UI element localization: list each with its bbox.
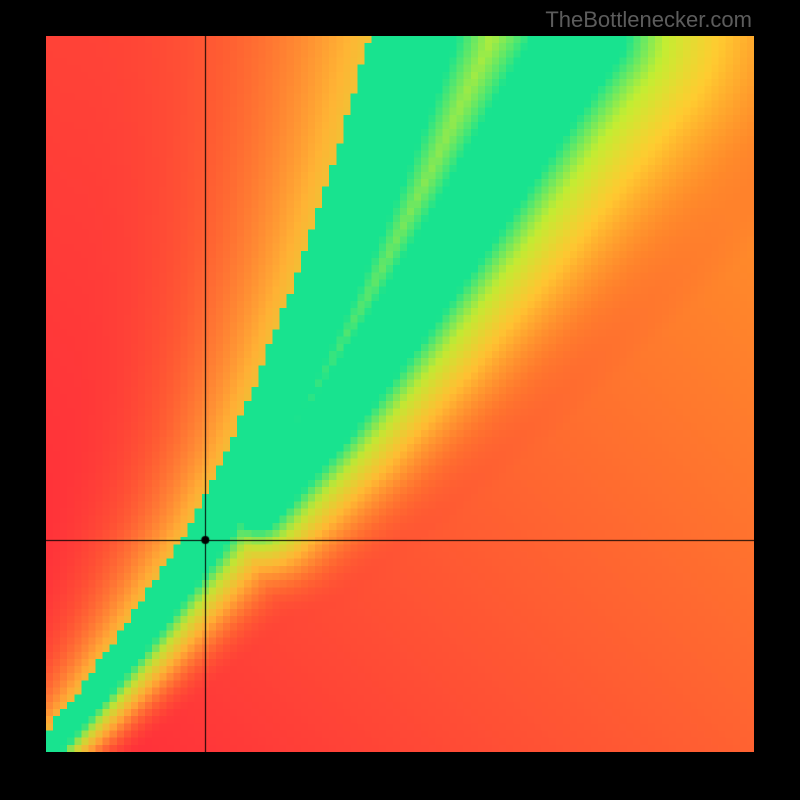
heatmap-canvas bbox=[46, 36, 754, 752]
chart-container: TheBottlenecker.com bbox=[0, 0, 800, 800]
watermark-text: TheBottlenecker.com bbox=[545, 7, 752, 33]
